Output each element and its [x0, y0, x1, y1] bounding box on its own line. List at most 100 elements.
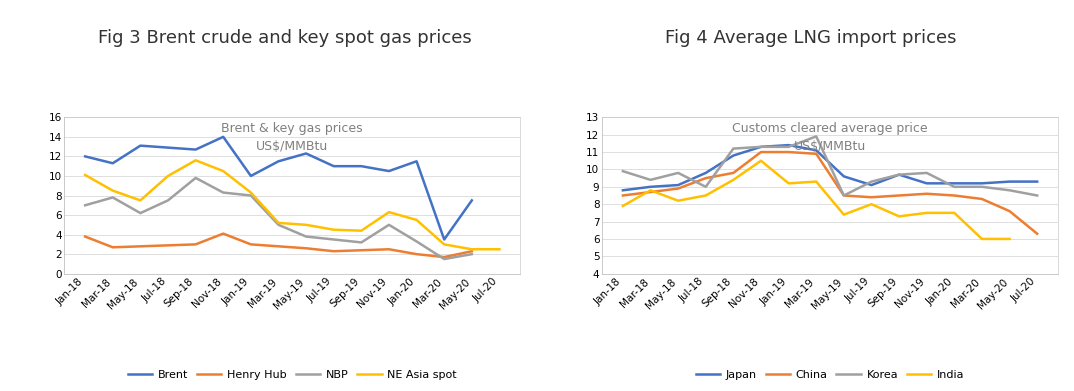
NE Asia spot: [438, 242, 451, 247]
NBP: [189, 176, 202, 180]
Japan: [727, 153, 740, 158]
Henry Hub: [134, 244, 147, 249]
Line: Korea: Korea: [623, 136, 1037, 196]
Korea: [920, 170, 933, 175]
Line: India: India: [623, 161, 1010, 239]
Text: Fig 4 Average LNG import prices: Fig 4 Average LNG import prices: [665, 29, 957, 47]
Brent: [189, 147, 202, 152]
NBP: [300, 234, 313, 239]
Japan: [865, 183, 877, 187]
NBP: [272, 222, 285, 227]
NE Asia spot: [106, 188, 119, 193]
Korea: [865, 179, 877, 184]
China: [616, 193, 629, 198]
Japan: [755, 145, 768, 149]
Korea: [1003, 188, 1016, 193]
India: [671, 198, 684, 203]
NE Asia spot: [161, 174, 174, 178]
NE Asia spot: [354, 228, 367, 233]
Brent: [245, 174, 258, 178]
China: [810, 151, 823, 156]
Korea: [727, 146, 740, 151]
Henry Hub: [328, 249, 340, 253]
Brent: [410, 159, 423, 163]
NBP: [106, 195, 119, 200]
Korea: [699, 185, 712, 189]
NE Asia spot: [328, 227, 340, 232]
Henry Hub: [272, 244, 285, 249]
China: [782, 150, 795, 154]
Brent: [382, 169, 395, 174]
China: [892, 193, 905, 198]
Brent: [328, 164, 340, 169]
NE Asia spot: [134, 198, 147, 203]
Line: Brent: Brent: [85, 137, 471, 239]
Brent: [134, 143, 147, 148]
India: [644, 188, 657, 193]
Japan: [782, 143, 795, 147]
Japan: [892, 172, 905, 177]
Japan: [1031, 179, 1044, 184]
India: [810, 179, 823, 184]
India: [865, 202, 877, 206]
Japan: [975, 181, 988, 186]
Henry Hub: [382, 247, 395, 252]
Korea: [616, 169, 629, 174]
China: [727, 170, 740, 175]
NBP: [354, 240, 367, 245]
NBP: [328, 237, 340, 242]
Henry Hub: [300, 246, 313, 251]
China: [1031, 231, 1044, 236]
Henry Hub: [465, 249, 478, 253]
Henry Hub: [354, 248, 367, 253]
India: [782, 181, 795, 186]
India: [892, 214, 905, 219]
NBP: [161, 198, 174, 203]
China: [948, 193, 961, 198]
Henry Hub: [189, 242, 202, 247]
Korea: [782, 145, 795, 149]
China: [699, 176, 712, 181]
Text: Fig 3 Brent crude and key spot gas prices: Fig 3 Brent crude and key spot gas price…: [98, 29, 471, 47]
Henry Hub: [245, 242, 258, 247]
China: [838, 193, 851, 198]
NE Asia spot: [410, 217, 423, 222]
Brent: [300, 151, 313, 156]
Line: Japan: Japan: [623, 145, 1037, 190]
NBP: [438, 256, 451, 261]
NE Asia spot: [78, 173, 91, 178]
India: [838, 212, 851, 217]
Legend: Brent, Henry Hub, NBP, NE Asia spot: Brent, Henry Hub, NBP, NE Asia spot: [124, 365, 461, 384]
NE Asia spot: [272, 221, 285, 225]
NBP: [410, 239, 423, 244]
Brent: [354, 164, 367, 169]
China: [644, 190, 657, 194]
NE Asia spot: [217, 169, 230, 174]
Korea: [810, 134, 823, 139]
NBP: [217, 190, 230, 195]
Japan: [1003, 179, 1016, 184]
Brent: [465, 198, 478, 203]
Japan: [671, 183, 684, 187]
India: [699, 193, 712, 198]
Korea: [1031, 193, 1044, 198]
Henry Hub: [438, 255, 451, 260]
Line: China: China: [623, 152, 1037, 234]
Korea: [838, 193, 851, 198]
NE Asia spot: [245, 190, 258, 195]
Japan: [810, 148, 823, 152]
Korea: [755, 145, 768, 149]
Line: Henry Hub: Henry Hub: [85, 233, 471, 257]
China: [920, 192, 933, 196]
India: [1003, 237, 1016, 241]
China: [671, 186, 684, 191]
NE Asia spot: [465, 247, 478, 252]
Text: Customs cleared average price
US$/MMBtu: Customs cleared average price US$/MMBtu: [732, 122, 928, 153]
Korea: [892, 172, 905, 177]
NE Asia spot: [300, 222, 313, 227]
Korea: [644, 178, 657, 182]
NBP: [382, 222, 395, 227]
Henry Hub: [106, 245, 119, 250]
Korea: [671, 170, 684, 175]
China: [755, 150, 768, 154]
